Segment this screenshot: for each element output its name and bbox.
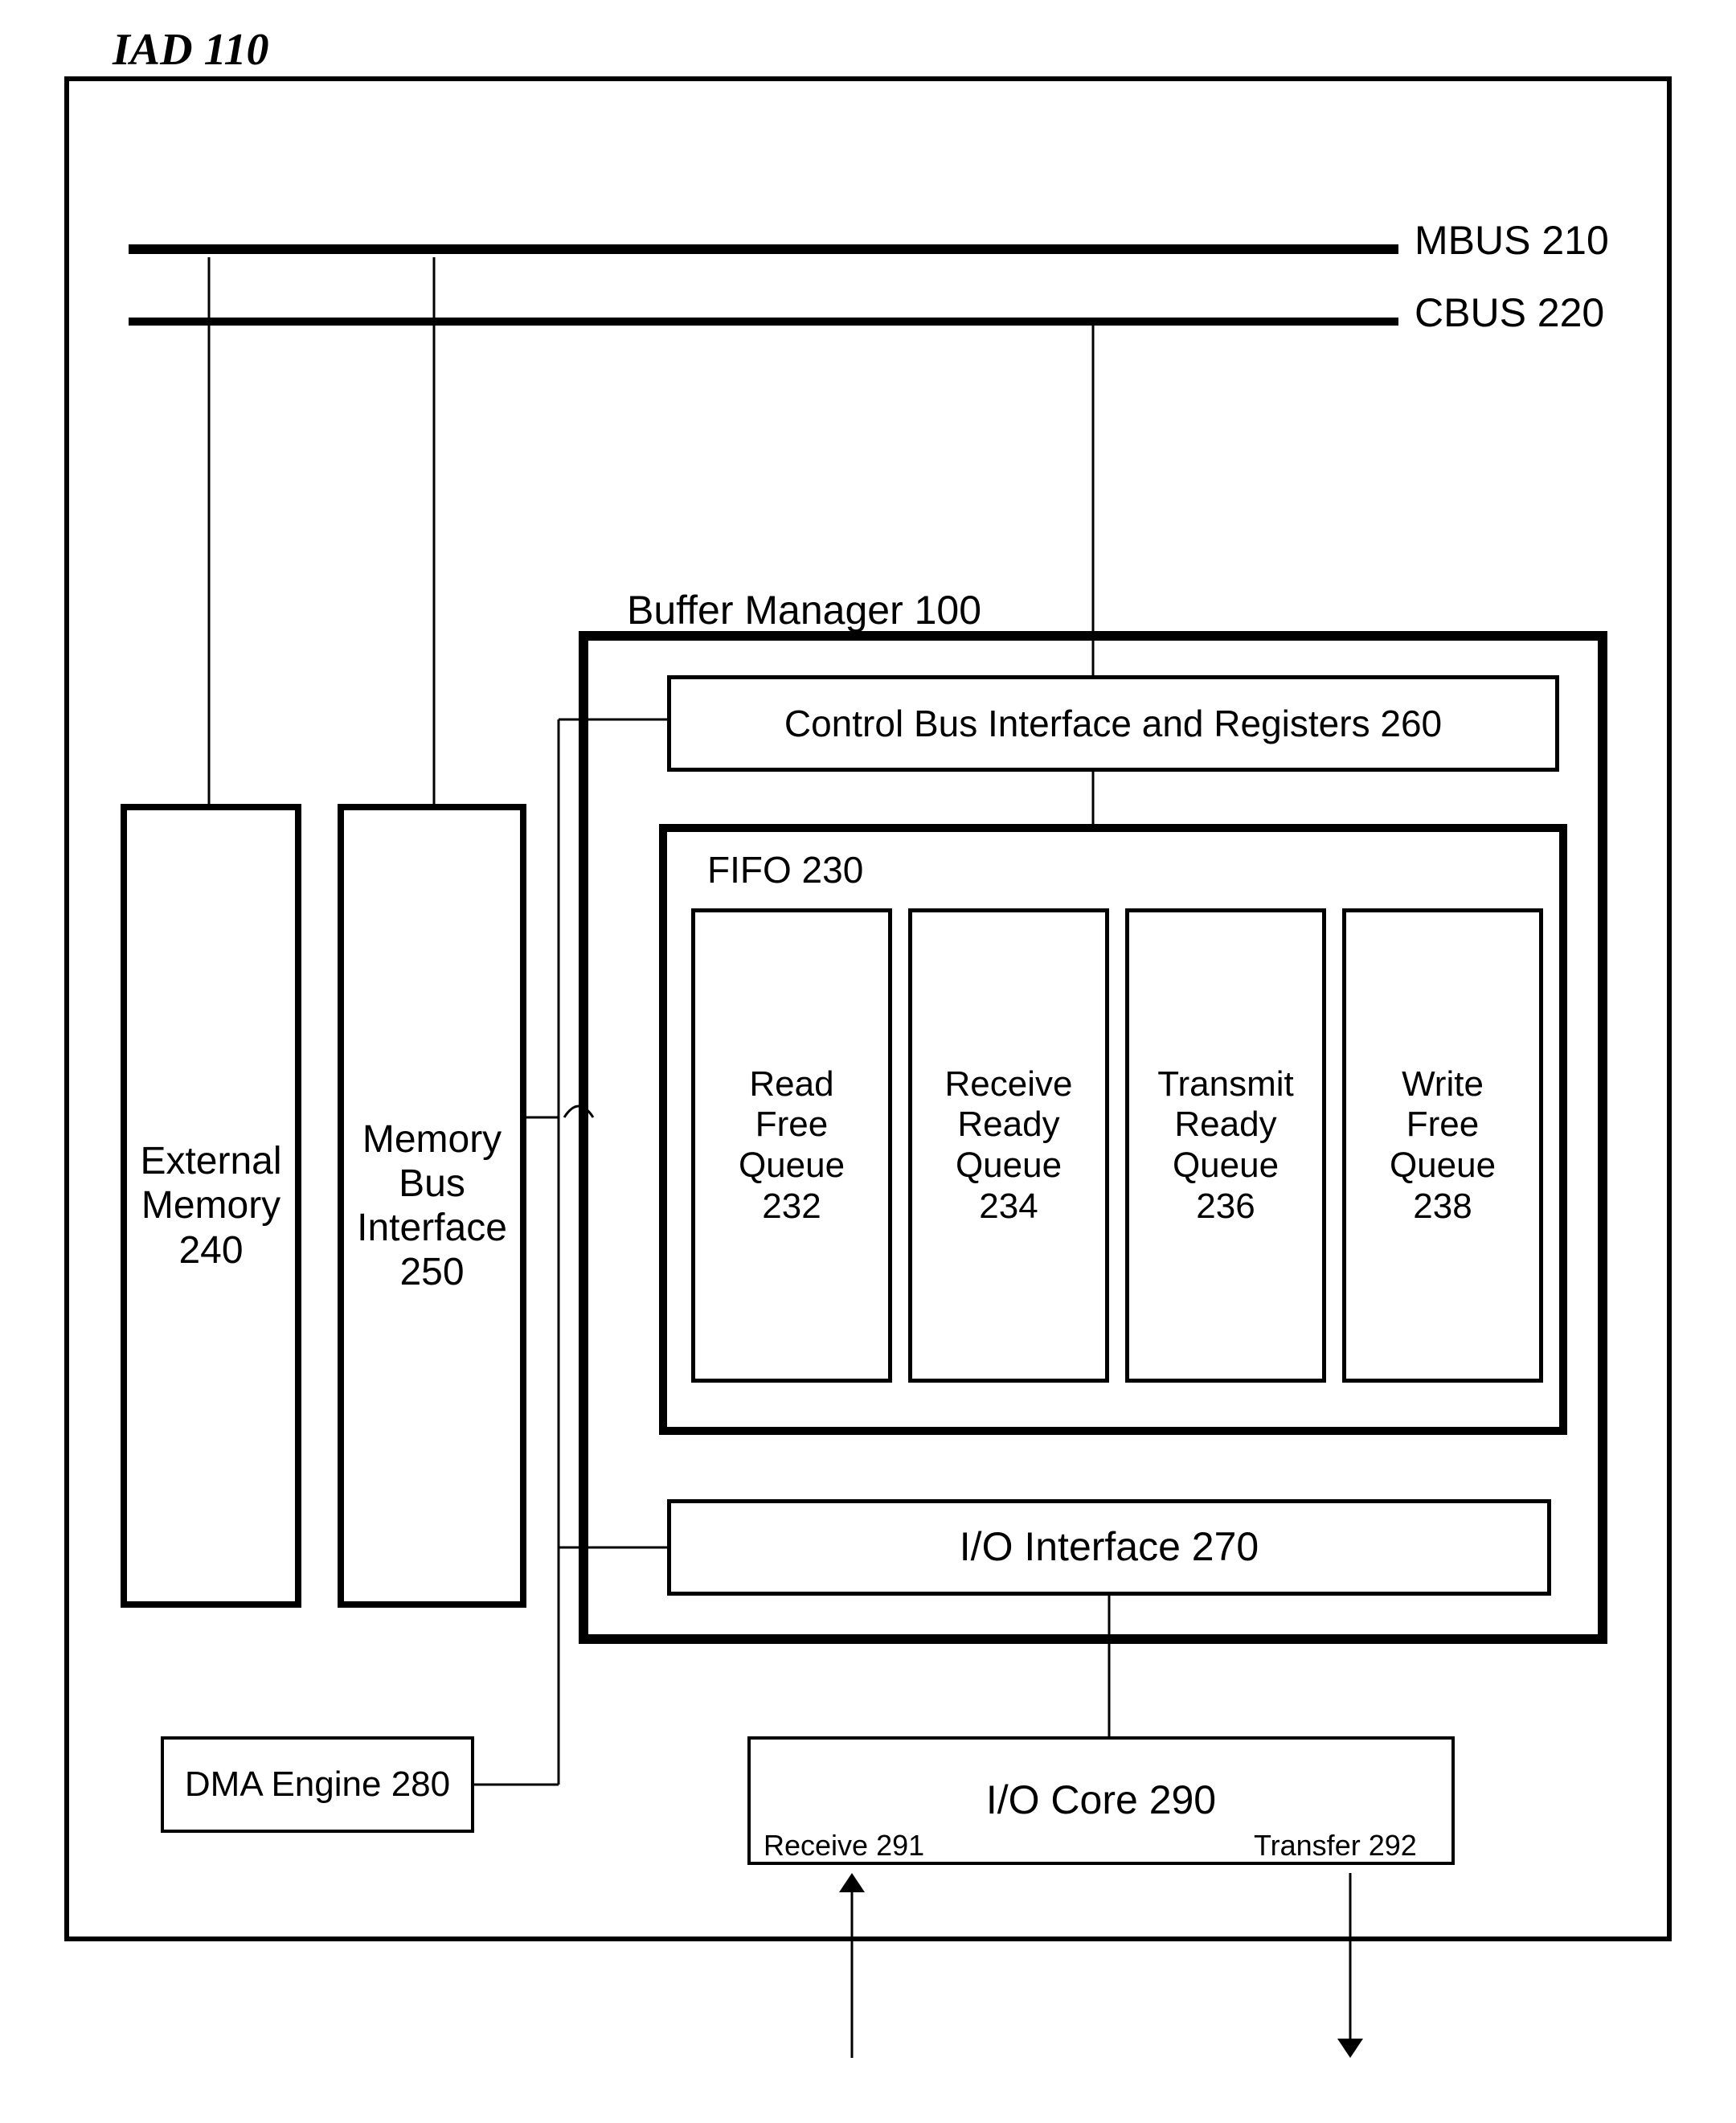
connectors-svg (0, 0, 1736, 2123)
